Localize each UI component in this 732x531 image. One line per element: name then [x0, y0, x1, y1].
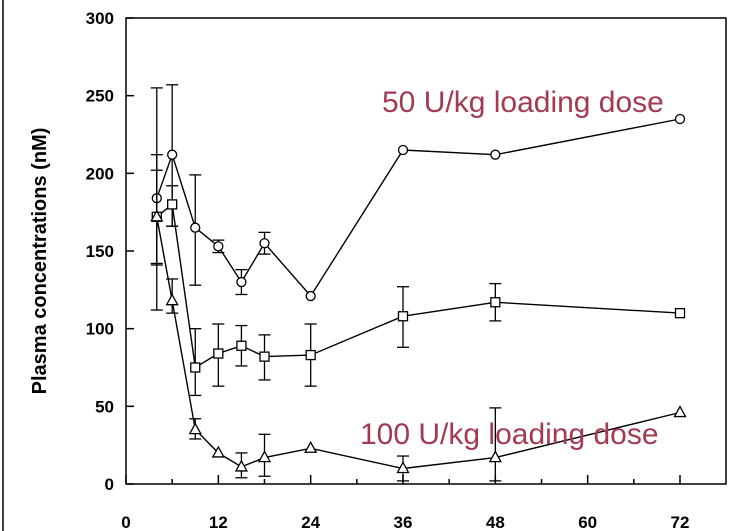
- series-line: [156, 216, 681, 470]
- series-line: [156, 203, 681, 369]
- data-point-circle: [397, 144, 409, 156]
- series-layer: [150, 84, 687, 482]
- series-triangle: [150, 169, 687, 482]
- series-square: [150, 154, 686, 397]
- x-tick-label: 60: [578, 513, 597, 531]
- x-tick-label: 36: [394, 513, 413, 531]
- data-point-circle: [167, 149, 178, 160]
- data-point-circle: [236, 276, 247, 288]
- data-point-square: [305, 349, 316, 361]
- x-tick-label: 72: [671, 513, 690, 531]
- data-point-square: [259, 351, 270, 362]
- axes: 0 50 100 150 200 250 300 0 12 24 36 48 60 72 Plasma co…: [29, 9, 689, 531]
- annotation-label: 50 U/kg loading dose: [382, 86, 664, 119]
- x-tick-label: 24: [301, 513, 320, 531]
- y-tick-label: 0: [105, 475, 114, 494]
- y-tick-label: 50: [95, 397, 114, 416]
- data-point-circle: [190, 222, 201, 233]
- data-point-square: [397, 311, 409, 322]
- data-point-triangle: [304, 440, 318, 453]
- data-point-triangle: [234, 459, 249, 472]
- data-point-circle: [259, 238, 270, 249]
- data-point-triangle: [396, 461, 410, 474]
- y-axis-title: Plasma concentrations (nM): [29, 128, 51, 395]
- y-tick-label: 150: [86, 242, 114, 261]
- y-tick-label: 300: [86, 9, 114, 28]
- x-tick-label: 48: [486, 513, 505, 531]
- data-point-triangle: [488, 450, 502, 463]
- y-tick-label: 250: [86, 87, 114, 106]
- data-point-square: [167, 199, 178, 210]
- data-point-circle: [490, 149, 501, 160]
- x-tick-label: 0: [121, 513, 130, 531]
- annotation-label: 100 U/kg loading dose: [360, 418, 659, 451]
- y-tick-label: 100: [86, 320, 114, 339]
- data-point-triangle: [257, 450, 272, 463]
- data-point-circle: [213, 241, 224, 252]
- data-point-circle: [305, 290, 316, 302]
- data-point-triangle: [211, 445, 225, 458]
- data-point-triangle: [188, 422, 202, 435]
- data-point-square: [490, 297, 501, 308]
- data-point-square: [190, 362, 201, 373]
- series-line: [156, 118, 681, 298]
- data-point-circle: [674, 113, 686, 125]
- x-tick-label: 12: [209, 513, 228, 531]
- annotation-layer: 50 U/kg loading dose 100 U/kg loading dos…: [360, 86, 664, 451]
- data-point-square: [213, 348, 224, 359]
- y-tick-label: 200: [86, 164, 114, 183]
- data-point-triangle: [150, 209, 164, 222]
- data-point-square: [236, 340, 247, 351]
- data-point-triangle: [673, 405, 687, 418]
- data-point-square: [674, 307, 686, 319]
- data-point-triangle: [165, 293, 179, 306]
